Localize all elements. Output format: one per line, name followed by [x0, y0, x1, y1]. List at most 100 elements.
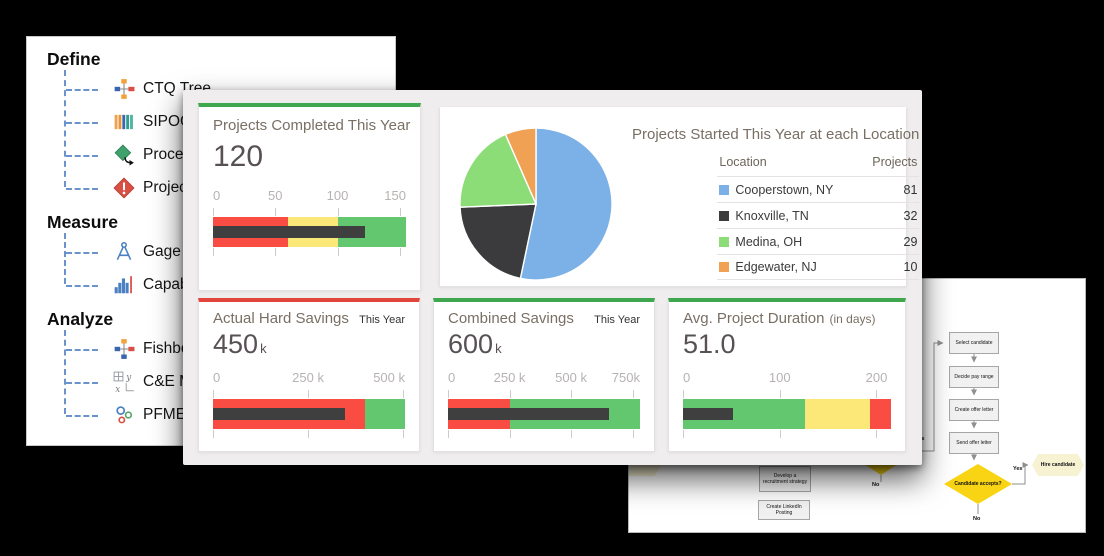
svg-text:x: x	[115, 384, 120, 392]
legend-label: Edgewater, NJ	[735, 260, 817, 274]
legend-row: Medina, OH 29	[717, 228, 920, 254]
axis-tick-label: 0	[683, 370, 691, 385]
legend-swatch	[719, 184, 730, 195]
sidebar-item-sipoc[interactable]: SIPOC	[64, 105, 395, 138]
capability-icon	[113, 273, 135, 296]
pie-slice	[459, 133, 538, 208]
section-title-analyze: Analyze	[47, 309, 114, 329]
axis-tick	[876, 430, 878, 438]
sipoc-icon	[113, 110, 135, 133]
axis-tick-label: 200	[865, 370, 888, 385]
card-title: Projects Started This Year at each Locat…	[632, 126, 920, 143]
bullet-zone	[869, 399, 891, 429]
axis-tick	[632, 390, 634, 398]
card-title: Projects Completed This Year	[213, 117, 411, 134]
flow-node-decide-pay-range[interactable]: Decide pay range	[949, 366, 999, 388]
legend-row: Cooperstown, NY 81	[717, 176, 920, 202]
legend-swatch	[719, 262, 730, 272]
bullet-band	[213, 390, 405, 438]
dashboard-panel: Projects Completed This Year 120 0 50 100 1…	[183, 90, 922, 465]
axis-tick	[213, 390, 214, 398]
axis-tick	[275, 248, 277, 256]
axis-tick-label: 100	[768, 370, 791, 385]
flow-edge-label-yes: Yes	[1013, 466, 1023, 472]
axis-tick	[308, 430, 310, 438]
axis-tick-label: 100	[326, 188, 349, 203]
flow-node-create-offer-letter[interactable]: Create offer letter	[949, 399, 999, 421]
axis-tick	[213, 248, 214, 256]
axis-tick	[337, 248, 339, 256]
legend-swatch	[719, 236, 730, 247]
bullet-band	[448, 390, 640, 438]
axis-tick	[571, 430, 573, 438]
legend-row: Knoxville, TN 32	[717, 202, 920, 228]
axis-tick	[876, 390, 878, 398]
svg-text:y: y	[125, 372, 132, 382]
legend-label: Knoxville, TN	[735, 208, 809, 223]
axis-tick-label: 0	[448, 370, 456, 385]
process-map-icon	[113, 143, 135, 166]
flow-node-send-offer-letter[interactable]: Send offer letter	[949, 432, 999, 454]
pie-chart	[456, 118, 626, 281]
bullet-axis-labels: 0 100 200	[683, 370, 891, 386]
legend-row: Edgewater, NJ 10	[717, 254, 920, 280]
card-projects-by-location: Projects Started This Year at each Locat…	[439, 107, 920, 287]
flow-terminal-hire-candidate[interactable]: Hire candidate	[1032, 454, 1084, 476]
bullet-chart-actual-hard-savings: 0 250 k 500 k	[213, 370, 405, 438]
axis-tick	[509, 430, 511, 438]
section-title-measure: Measure	[47, 212, 119, 232]
card-projects-completed: Projects Completed This Year 120 0 50 100 1…	[198, 103, 421, 291]
flow-node-linkedin-posting[interactable]: Create LinkedIn Posting	[758, 500, 810, 520]
legend-swatch	[719, 210, 730, 221]
legend-value: 10	[903, 260, 918, 274]
legend-value: 29	[903, 234, 918, 249]
bullet-band	[213, 208, 406, 256]
axis-tick	[779, 390, 781, 398]
flow-node-recruitment-strategy[interactable]: Develop a recruitment strategy	[759, 466, 811, 492]
axis-tick	[571, 390, 573, 398]
legend-label: Cooperstown, NY	[735, 182, 834, 197]
gage-rr-icon	[113, 240, 135, 263]
axis-tick	[213, 430, 214, 438]
card-avg-project-duration: Avg. Project Duration (in days) 51.0 0 10…	[668, 298, 906, 452]
flow-edge-label-no: No	[973, 516, 981, 522]
flow-edge-label-no: No	[872, 482, 880, 488]
pie-slice	[459, 203, 537, 280]
axis-tick	[308, 390, 310, 398]
measure-bar	[683, 408, 734, 420]
card-subtitle: (in days)	[829, 312, 876, 326]
legend-value: 32	[903, 208, 918, 223]
bullet-zone	[804, 399, 870, 429]
axis-tick-label: 250 k	[292, 370, 324, 385]
card-title: Avg. Project Duration	[683, 310, 825, 327]
flow-node-select-candidate[interactable]: Select candidate	[949, 332, 999, 354]
card-title: Combined Savings	[448, 310, 574, 327]
axis-tick	[632, 430, 634, 438]
axis-tick	[403, 430, 405, 438]
bullet-axis-labels: 0 250 k 500 k	[213, 370, 405, 386]
axis-tick	[213, 208, 214, 216]
axis-tick	[403, 390, 405, 398]
pie-slice	[519, 127, 613, 281]
measure-bar	[448, 408, 610, 420]
bullet-zone	[365, 399, 405, 429]
fishbone-icon	[113, 337, 135, 360]
bullet-chart-projects-completed: 0 50 100 150	[213, 188, 406, 256]
measure-bar	[213, 226, 365, 238]
section-title-define: Define	[47, 49, 101, 69]
pie-slice	[504, 127, 537, 205]
card-combined-savings: Combined Savings This Year 600 k 0 250 k 50…	[433, 298, 655, 452]
bullet-chart-combined-savings: 0 250 k 500 k 750k	[448, 370, 640, 438]
axis-tick	[779, 430, 781, 438]
kpi-value: 120	[213, 140, 264, 173]
axis-tick	[448, 430, 449, 438]
legend-header-projects: Projects	[872, 155, 918, 169]
project-risk-icon	[113, 176, 135, 199]
axis-tick	[683, 430, 684, 438]
axis-tick-label: 150	[384, 188, 406, 203]
card-actual-hard-savings: Actual Hard Savings This Year 450 k 0 250 …	[198, 298, 420, 452]
axis-tick-label: 250 k	[493, 370, 526, 385]
card-title: Actual Hard Savings	[213, 310, 349, 327]
measure-bar	[213, 408, 345, 420]
